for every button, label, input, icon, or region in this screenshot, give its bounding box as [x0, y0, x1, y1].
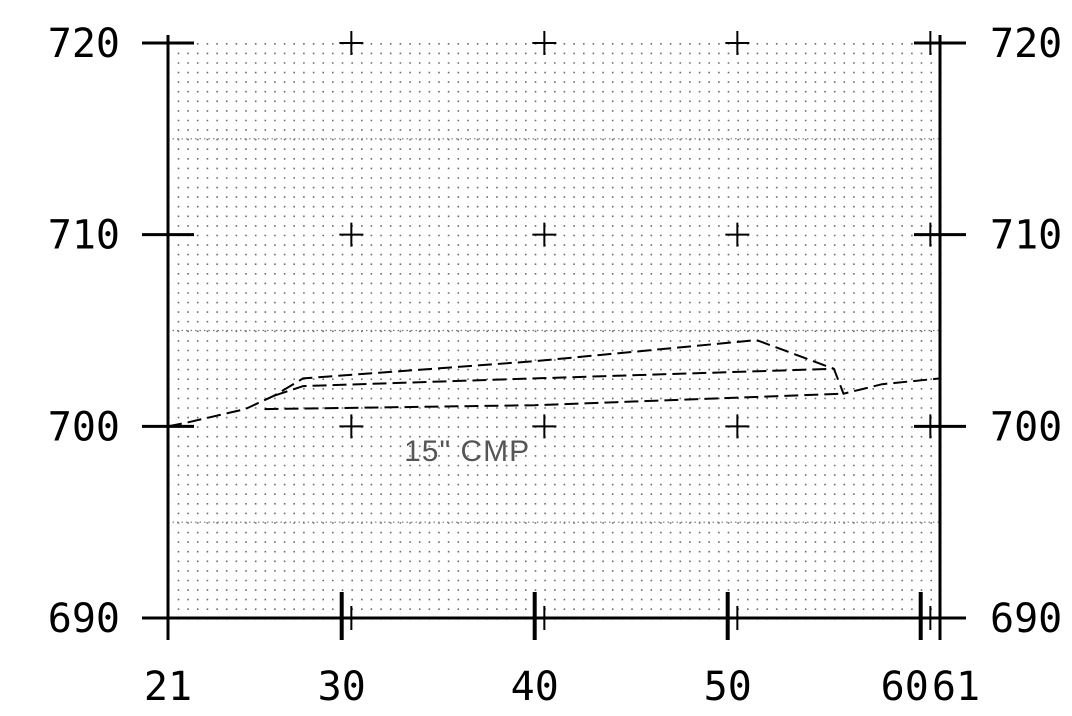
dot-grid: [168, 43, 942, 620]
series-group: [167, 339, 941, 428]
x-tick-label: 30: [318, 664, 366, 710]
grid-cross: [532, 222, 557, 247]
grid-cross: [339, 31, 364, 55]
grid-cross: [725, 414, 750, 439]
y-tick-label-right: 700: [990, 404, 1062, 450]
grid-cross: [725, 222, 750, 247]
axes: [142, 35, 966, 640]
grid-dot-pattern: [168, 43, 942, 620]
grid-cross: [339, 414, 364, 439]
profile-line-1: [167, 339, 941, 428]
grid-cross: [725, 31, 750, 55]
y-tick-label-left: 690: [48, 596, 120, 642]
y-tick-label-right: 710: [990, 213, 1062, 259]
grid-cross: [532, 31, 557, 55]
grid-cross: [532, 414, 557, 439]
x-tick-label: 61: [932, 664, 980, 710]
y-tick-label-left: 710: [48, 213, 120, 259]
y-tick-label-left: 720: [48, 21, 120, 67]
x-tick-label: 50: [704, 664, 752, 710]
grid-cross: [339, 222, 364, 247]
x-tick-label: 21: [144, 664, 192, 710]
y-tick-label-right: 720: [990, 21, 1062, 67]
pipe-annotation: 15" CMP: [404, 435, 530, 468]
tick-labels: 690 690 700 700 710 710 720 720 21 30 40 50 60 61: [48, 21, 1063, 710]
profile-line-2: [273, 367, 834, 397]
y-tick-label-right: 690: [990, 596, 1062, 642]
profile-line-3: [264, 392, 844, 411]
x-tick-label: 60: [881, 664, 929, 710]
y-tick-label-left: 700: [48, 404, 120, 450]
x-tick-label: 40: [511, 664, 559, 710]
